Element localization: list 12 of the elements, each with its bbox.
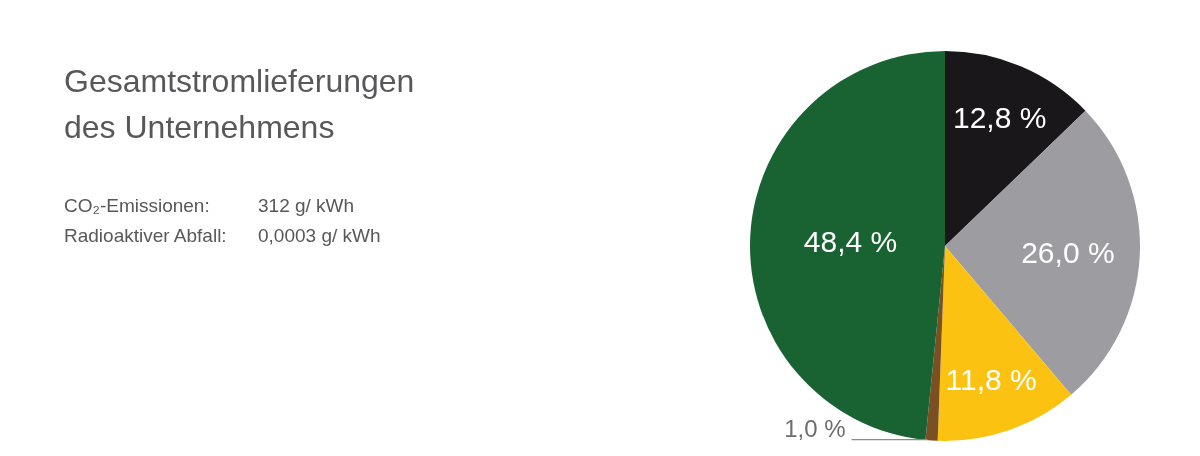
text: Gesamtstromlieferungen des Unternehmens xyxy=(64,63,415,145)
data-label: 26,0 % xyxy=(1021,235,1115,269)
pie-slice xyxy=(750,51,945,441)
pie-slice xyxy=(945,110,1140,395)
data-label: 11,8 % xyxy=(945,362,1037,396)
text: 0,0003 g/ kWh xyxy=(258,225,381,246)
text: 312 g/ kWh xyxy=(258,195,355,216)
data-label: 48,4 % xyxy=(803,224,898,258)
data-label: 12,8 % xyxy=(953,100,1047,134)
text: Radioaktiver Abfall: xyxy=(64,225,227,246)
text: CO₂-Emissionen: xyxy=(64,195,210,216)
data-label: 1,0 % xyxy=(784,414,846,442)
